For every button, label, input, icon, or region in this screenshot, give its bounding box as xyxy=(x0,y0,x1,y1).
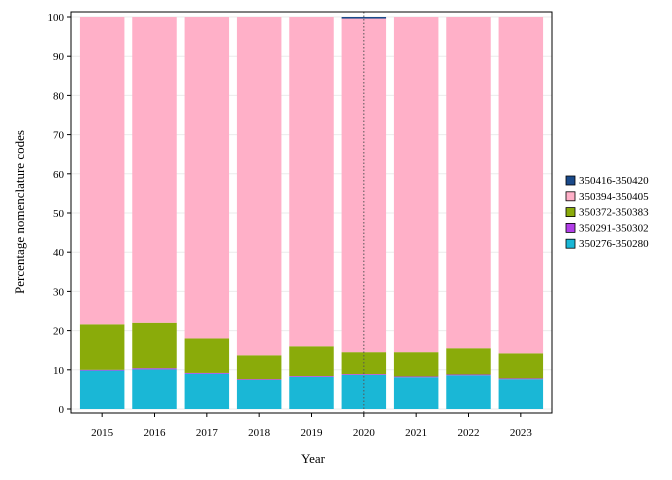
x-tick-label: 2017 xyxy=(196,427,219,439)
bar-segment xyxy=(79,370,125,409)
y-tick-label: 100 xyxy=(48,12,65,24)
bar-segment xyxy=(289,346,334,377)
legend-label: 350291-350302 xyxy=(579,222,649,234)
x-tick-label: 2018 xyxy=(248,427,271,439)
x-axis-title: Year xyxy=(301,451,326,466)
bar-segment xyxy=(393,352,439,377)
bar-segment xyxy=(236,355,282,380)
x-tick-label: 2016 xyxy=(144,427,167,439)
bar-segment xyxy=(289,17,334,347)
y-tick-label: 30 xyxy=(53,286,65,298)
bar-segment xyxy=(446,348,491,375)
bar-segment xyxy=(132,322,177,369)
bar-segment xyxy=(132,17,177,323)
x-tick-label: 2019 xyxy=(301,427,324,439)
y-tick-label: 70 xyxy=(53,130,65,142)
y-tick-label: 80 xyxy=(53,90,65,102)
x-tick-label: 2023 xyxy=(510,427,533,439)
bar-segment xyxy=(498,378,544,380)
y-axis: 0 10 20 30 40 50 60 70 80 90 100 xyxy=(48,12,71,416)
x-tick-label: 2021 xyxy=(405,427,427,439)
bar-segment xyxy=(393,377,439,409)
y-axis-title: Percentage nomenclature codes xyxy=(12,130,27,294)
bar-segment xyxy=(236,379,282,380)
bars xyxy=(79,17,544,409)
y-tick-label: 20 xyxy=(53,326,65,338)
bar-segment xyxy=(341,374,387,375)
legend-swatch xyxy=(565,222,576,233)
legend-swatch xyxy=(565,175,576,186)
bar-segment xyxy=(184,373,230,409)
bar-segment xyxy=(498,353,544,379)
bar-segment xyxy=(393,17,439,353)
bar-segment xyxy=(132,369,177,409)
bar-segment xyxy=(289,376,334,409)
bar-segment xyxy=(498,379,544,409)
bar-segment xyxy=(236,379,282,409)
bar-segment xyxy=(289,376,334,377)
bar-segment xyxy=(446,17,491,349)
bar-segment xyxy=(184,372,230,374)
y-tick-label: 40 xyxy=(53,247,65,259)
legend-swatch xyxy=(565,207,576,218)
bar-segment xyxy=(79,369,125,371)
legend-swatch xyxy=(565,191,576,202)
bar-segment xyxy=(236,17,282,356)
legend: 350416-350420 350394-350405 350372-350383 3… xyxy=(565,175,649,250)
bar-segment xyxy=(184,17,230,339)
bar-segment xyxy=(341,17,387,19)
x-tick-label: 2020 xyxy=(353,427,376,439)
bar-segment xyxy=(446,374,491,376)
legend-label: 350276-350280 xyxy=(579,238,649,250)
y-tick-label: 60 xyxy=(53,169,65,181)
x-tick-label: 2022 xyxy=(458,427,480,439)
y-tick-label: 0 xyxy=(59,404,65,416)
legend-label: 350416-350420 xyxy=(579,175,649,187)
bar-segment xyxy=(446,375,491,409)
x-tick-label: 2015 xyxy=(91,427,114,439)
bar-segment xyxy=(79,324,125,370)
y-tick-label: 50 xyxy=(53,208,65,220)
bar-segment xyxy=(393,376,439,378)
bar-segment xyxy=(498,17,544,354)
bar-segment xyxy=(184,338,230,373)
bar-segment xyxy=(132,368,177,370)
bar-segment xyxy=(79,17,125,325)
x-axis: 2015 2016 2017 2018 2019 2020 2021 2022 2023 xyxy=(91,413,532,439)
legend-label: 350372-350383 xyxy=(579,207,649,219)
legend-swatch xyxy=(565,238,576,249)
y-tick-label: 90 xyxy=(53,51,65,63)
y-tick-label: 10 xyxy=(53,365,65,377)
legend-label: 350394-350405 xyxy=(579,191,649,203)
